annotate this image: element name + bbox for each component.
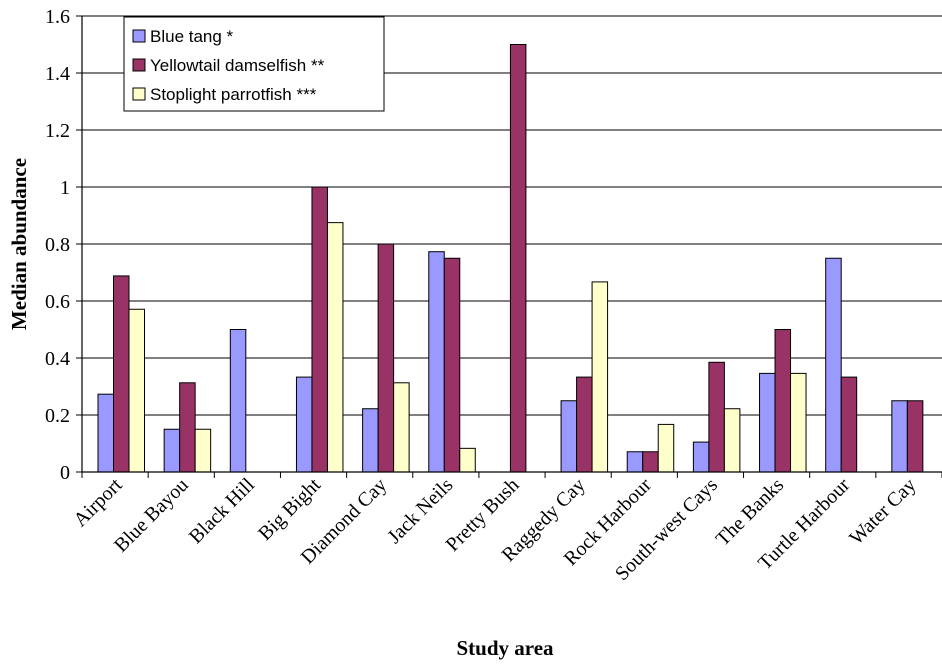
bar (295, 376, 313, 473)
legend-label: Stoplight parrotfish *** (150, 85, 317, 104)
bar (560, 400, 578, 473)
bar (723, 408, 741, 473)
y-tick-labels: 0 0.2 0.4 0.6 0.8 1 1.2 1.4 1.6 (45, 6, 82, 484)
x-tick-label: Black Hill (185, 474, 259, 548)
bar (576, 376, 593, 473)
y-axis-title: Median abundance (7, 158, 31, 330)
y-tick-label: 0.2 (45, 405, 70, 427)
bar (163, 428, 181, 473)
bar (229, 329, 247, 473)
y-tick-label: 1.2 (45, 120, 70, 142)
bar (626, 451, 644, 473)
bar (311, 186, 328, 473)
bar (906, 400, 924, 473)
bar (891, 400, 908, 473)
bar (657, 423, 675, 473)
legend-swatch (132, 29, 146, 43)
legend-label: Blue tang * (150, 27, 234, 46)
x-tick-label: Water Cay (845, 474, 920, 549)
legend: Blue tang * Yellowtail damselfish ** Stopl… (123, 16, 385, 112)
bar (326, 222, 344, 473)
bar (774, 329, 792, 473)
legend-box (123, 16, 385, 112)
bar (179, 382, 196, 473)
y-tick-label: 0 (60, 462, 70, 484)
bar (509, 44, 527, 473)
bars (97, 44, 924, 473)
bar (128, 308, 145, 473)
bar (642, 451, 659, 473)
legend-swatch (132, 58, 146, 72)
bar (759, 372, 776, 473)
bar (428, 251, 445, 473)
bar (194, 428, 212, 473)
x-tick-label: Airport (69, 474, 127, 532)
bar (97, 393, 114, 473)
bar (459, 447, 476, 473)
y-tick-label: 1 (60, 177, 70, 199)
y-tick-label: 0.6 (45, 291, 70, 313)
bar (591, 281, 609, 473)
bar (362, 408, 379, 473)
legend-label: Yellowtail damselfish ** (150, 56, 325, 75)
y-tick-label: 0.8 (45, 234, 70, 256)
bar (708, 361, 725, 473)
bar (393, 382, 410, 473)
bar (377, 243, 395, 473)
bar (113, 275, 130, 473)
legend-swatch (132, 87, 146, 101)
y-tick-label: 1.4 (45, 63, 70, 85)
bar (443, 257, 461, 473)
bar (825, 257, 842, 473)
y-tick-label: 1.6 (45, 6, 70, 28)
bar (790, 372, 807, 473)
x-axis-title: Study area (456, 636, 554, 660)
y-tick-label: 0.4 (45, 348, 70, 370)
bar (692, 441, 710, 473)
bar (840, 376, 858, 473)
